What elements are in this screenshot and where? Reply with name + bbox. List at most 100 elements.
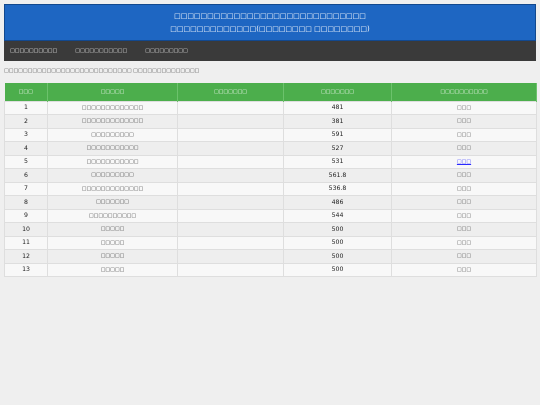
row-number: 13 <box>4 262 48 277</box>
table-row: 12 □□□□□ 500 □□□ <box>4 249 537 264</box>
table-row: 8 □□□□□□□ 486 □□□ <box>4 195 537 210</box>
table-header-row: □□□ □□□□□ □□□□□□□ □□□□□□□ □□□□□□□□□□ <box>4 83 537 101</box>
item-spec <box>177 141 284 156</box>
item-spec <box>177 181 284 196</box>
item-price: 544 <box>283 208 392 223</box>
nav-bar: □□□□□□□□□□ □□□□□□□□□□□ □□□□□□□□□ <box>4 41 536 61</box>
row-action-label[interactable]: □□□ <box>456 266 472 273</box>
row-action-label[interactable]: □□□ <box>456 145 472 152</box>
price-table-container: □□□ □□□□□ □□□□□□□ □□□□□□□ □□□□□□□□□□ 1 □□… <box>4 83 537 277</box>
row-number: 1 <box>4 100 48 115</box>
item-spec <box>177 100 284 115</box>
item-name: □□□□□ <box>47 222 178 237</box>
item-spec <box>177 262 284 277</box>
item-spec <box>177 154 284 169</box>
row-action-cell: □□□ <box>391 127 537 142</box>
row-action-cell: □□□ <box>391 222 537 237</box>
table-row: 11 □□□□□ 500 □□□ <box>4 235 537 250</box>
row-action-cell: □□□ <box>391 168 537 183</box>
item-spec <box>177 249 284 264</box>
item-name: □□□□□□□□□□□ <box>47 154 178 169</box>
item-price: 481 <box>283 100 392 115</box>
row-action-cell: □□□ <box>391 235 537 250</box>
header-spec: □□□□□□□ <box>177 83 284 101</box>
item-price: 500 <box>283 235 392 250</box>
item-name: □□□□□□□□□ <box>47 168 178 183</box>
table-row: 13 □□□□□ 500 □□□ <box>4 262 537 277</box>
table-body: 1 □□□□□□□□□□□□□ 481 □□□ 2 □□□□□□□□□□□□□ 381 □□□… <box>4 100 537 277</box>
row-action-label[interactable]: □□□ <box>456 131 472 138</box>
item-spec <box>177 127 284 142</box>
row-number: 7 <box>4 181 48 196</box>
table-row: 6 □□□□□□□□□ 561.8 □□□ <box>4 168 537 183</box>
item-price: 536.8 <box>283 181 392 196</box>
item-name: □□□□□□□□□ <box>47 127 178 142</box>
row-action-cell: □□□ <box>391 249 537 264</box>
table-row: 1 □□□□□□□□□□□□□ 481 □□□ <box>4 100 537 115</box>
row-action-cell: □□□ <box>391 141 537 156</box>
row-number: 3 <box>4 127 48 142</box>
item-price: 527 <box>283 141 392 156</box>
row-action-cell: □□□ <box>391 195 537 210</box>
nav-item-2[interactable]: □□□□□□□□□□□ <box>75 48 128 54</box>
item-name: □□□□□□□□□□ <box>47 208 178 223</box>
item-price: 561.8 <box>283 168 392 183</box>
banner-subtitle: □□□□□□□□□□□□□(□□□□□□□□ □□□□□□□□) <box>170 25 370 33</box>
item-spec <box>177 235 284 250</box>
nav-item-1[interactable]: □□□□□□□□□□ <box>10 48 58 54</box>
header-name: □□□□□ <box>47 83 178 101</box>
row-number: 5 <box>4 154 48 169</box>
item-price: 591 <box>283 127 392 142</box>
row-action-label[interactable]: □□□ <box>456 253 472 260</box>
nav-item-3[interactable]: □□□□□□□□□ <box>145 48 188 54</box>
item-name: □□□□□□□ <box>47 195 178 210</box>
table-row: 4 □□□□□□□□□□□ 527 □□□ <box>4 141 537 156</box>
row-action-label[interactable]: □□□ <box>456 199 472 206</box>
row-action-label[interactable]: □□□ <box>456 118 472 125</box>
row-action-label[interactable]: □□□ <box>456 104 472 111</box>
item-name: □□□□□□□□□□□ <box>47 141 178 156</box>
item-price: 486 <box>283 195 392 210</box>
row-action-link[interactable]: □□□ <box>456 158 472 165</box>
item-spec <box>177 114 284 129</box>
price-table: □□□ □□□□□ □□□□□□□ □□□□□□□ □□□□□□□□□□ 1 □□… <box>4 83 537 277</box>
table-row: 5 □□□□□□□□□□□ 531 □□□ <box>4 154 537 169</box>
item-name: □□□□□□□□□□□□□ <box>47 100 178 115</box>
row-action-label[interactable]: □□□ <box>456 212 472 219</box>
row-number: 2 <box>4 114 48 129</box>
table-row: 2 □□□□□□□□□□□□□ 381 □□□ <box>4 114 537 129</box>
item-spec <box>177 208 284 223</box>
row-number: 8 <box>4 195 48 210</box>
item-spec <box>177 195 284 210</box>
row-action-cell: □□□ <box>391 262 537 277</box>
row-number: 11 <box>4 235 48 250</box>
item-price: 500 <box>283 249 392 264</box>
row-action-cell: □□□ <box>391 154 537 169</box>
row-action-cell: □□□ <box>391 208 537 223</box>
row-action-cell: □□□ <box>391 100 537 115</box>
item-spec <box>177 168 284 183</box>
row-number: 12 <box>4 249 48 264</box>
table-row: 7 □□□□□□□□□□□□□ 536.8 □□□ <box>4 181 537 196</box>
header-no: □□□ <box>4 83 48 101</box>
item-name: □□□□□□□□□□□□□ <box>47 114 178 129</box>
row-number: 9 <box>4 208 48 223</box>
item-price: 500 <box>283 262 392 277</box>
row-action-label[interactable]: □□□ <box>456 226 472 233</box>
site-banner: □□□□□□□□□□□□□□□□□□□□□□□□□□□□□ □□□□□□□□□□… <box>4 4 536 41</box>
table-row: 9 □□□□□□□□□□ 544 □□□ <box>4 208 537 223</box>
row-action-label[interactable]: □□□ <box>456 172 472 179</box>
item-name: □□□□□ <box>47 249 178 264</box>
item-name: □□□□□□□□□□□□□ <box>47 181 178 196</box>
row-action-label[interactable]: □□□ <box>456 239 472 246</box>
row-action-cell: □□□ <box>391 114 537 129</box>
header-action: □□□□□□□□□□ <box>391 83 537 101</box>
table-row: 3 □□□□□□□□□ 591 □□□ <box>4 127 537 142</box>
header-price: □□□□□□□ <box>283 83 392 101</box>
row-action-cell: □□□ <box>391 181 537 196</box>
row-action-label[interactable]: □□□ <box>456 185 472 192</box>
row-number: 6 <box>4 168 48 183</box>
item-name: □□□□□ <box>47 235 178 250</box>
item-price: 531 <box>283 154 392 169</box>
